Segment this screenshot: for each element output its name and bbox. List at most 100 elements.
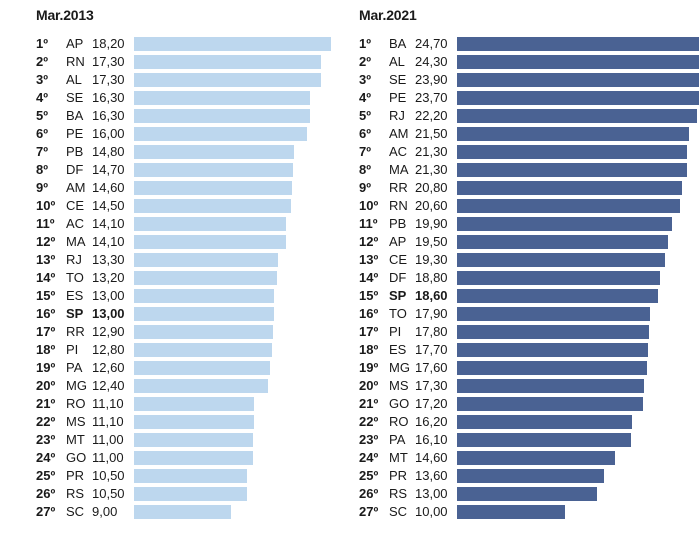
state-label: PA: [389, 432, 406, 447]
rank-label: 26º: [359, 486, 379, 501]
rank-label: 23º: [359, 432, 379, 447]
value-label: 10,50: [92, 468, 125, 483]
value-label: 11,10: [92, 396, 124, 411]
value-label: 22,20: [415, 108, 448, 123]
state-label: MG: [66, 378, 87, 393]
state-label: PA: [66, 360, 83, 375]
bar-row: 15º SP 18,60: [359, 287, 689, 305]
bar-row: 21º RO 11,10: [36, 395, 366, 413]
bar: [457, 415, 632, 429]
value-label: 18,20: [92, 36, 125, 51]
state-label: MT: [389, 450, 408, 465]
bar: [134, 487, 248, 501]
value-label: 16,00: [92, 126, 125, 141]
bar-row: 4º PE 23,70: [359, 89, 699, 107]
rank-label: 17º: [36, 324, 56, 339]
bar-row: 8º MA 21,30: [359, 161, 689, 179]
value-label: 11,10: [92, 414, 124, 429]
bar: [134, 343, 273, 357]
bar: [457, 307, 651, 321]
value-label: 13,20: [92, 270, 125, 285]
state-label: RR: [389, 180, 408, 195]
bar-row: 20º MG 12,40: [36, 377, 366, 395]
state-label: DF: [389, 270, 407, 285]
bar-row: 3º AL 17,30: [36, 71, 366, 89]
state-label: CE: [389, 252, 408, 267]
bar-row: 27º SC 9,00: [36, 503, 366, 521]
state-label: MA: [66, 234, 86, 249]
value-label: 17,80: [415, 324, 448, 339]
state-label: RJ: [389, 108, 405, 123]
bar: [134, 361, 271, 375]
value-label: 10,00: [415, 504, 448, 519]
bar: [134, 109, 310, 123]
value-label: 9,00: [92, 504, 118, 519]
bar-row: 16º TO 17,90: [359, 305, 689, 323]
bar: [457, 379, 644, 393]
bar: [457, 343, 649, 357]
value-label: 11,00: [92, 450, 124, 465]
rank-label: 22º: [359, 414, 379, 429]
bar-row: 27º SC 10,00: [359, 503, 689, 521]
rank-label: 1º: [359, 36, 371, 51]
bar-row: 17º PI 17,80: [359, 323, 689, 341]
state-label: AC: [389, 144, 408, 159]
state-label: SE: [389, 72, 407, 87]
state-label: PB: [66, 144, 84, 159]
bar-list-mar-2013: 1º AP 18,20 2º RN 17,30 3º AL 17,30 4º SE 16,30 5º BA…: [36, 35, 366, 521]
value-label: 23,90: [415, 72, 448, 87]
value-label: 14,10: [92, 234, 125, 249]
bar-row: 20º MS 17,30: [359, 377, 689, 395]
rank-label: 18º: [36, 342, 56, 357]
state-label: MS: [66, 414, 86, 429]
rank-label: 8º: [359, 162, 371, 177]
rank-label: 2º: [359, 54, 371, 69]
state-label: RR: [66, 324, 85, 339]
bar: [134, 325, 274, 339]
state-label: ES: [66, 288, 84, 303]
bar-row: 26º RS 10,50: [36, 485, 366, 503]
rank-label: 14º: [359, 270, 379, 285]
bar-row: 8º DF 14,70: [36, 161, 366, 179]
value-label: 13,30: [92, 252, 125, 267]
chart-title-mar-2021: Mar.2021: [359, 7, 417, 23]
rank-label: 11º: [36, 216, 55, 231]
state-label: SC: [66, 504, 85, 519]
rank-label: 26º: [36, 486, 56, 501]
rank-label: 16º: [359, 306, 379, 321]
bar: [457, 361, 648, 375]
rank-label: 20º: [36, 378, 56, 393]
value-label: 16,20: [415, 414, 448, 429]
state-label: PI: [389, 324, 402, 339]
state-label: AL: [389, 54, 405, 69]
bar: [134, 451, 253, 465]
bar: [457, 235, 668, 249]
value-label: 17,30: [92, 72, 125, 87]
bar: [134, 379, 268, 393]
state-label: CE: [66, 198, 85, 213]
rank-label: 16º: [36, 306, 56, 321]
bar-row: 25º PR 13,60: [359, 467, 689, 485]
value-label: 16,30: [92, 108, 125, 123]
bar: [134, 415, 254, 429]
rank-label: 20º: [359, 378, 379, 393]
bar: [134, 73, 321, 87]
bar: [457, 55, 699, 69]
value-label: 21,50: [415, 126, 448, 141]
rank-label: 4º: [359, 90, 371, 105]
rank-label: 27º: [36, 504, 56, 519]
bar: [134, 271, 277, 285]
state-label: MA: [389, 162, 409, 177]
bar-row: 1º AP 18,20: [36, 35, 366, 53]
rank-label: 8º: [36, 162, 48, 177]
value-label: 14,60: [92, 180, 125, 195]
bar: [457, 217, 672, 231]
bar: [134, 37, 331, 51]
bar: [457, 163, 687, 177]
rank-label: 2º: [36, 54, 48, 69]
bar-row: 4º SE 16,30: [36, 89, 366, 107]
bar: [134, 145, 294, 159]
bar-row: 2º AL 24,30: [359, 53, 699, 71]
bar-row: 14º TO 13,20: [36, 269, 366, 287]
bar-row: 10º RN 20,60: [359, 197, 689, 215]
